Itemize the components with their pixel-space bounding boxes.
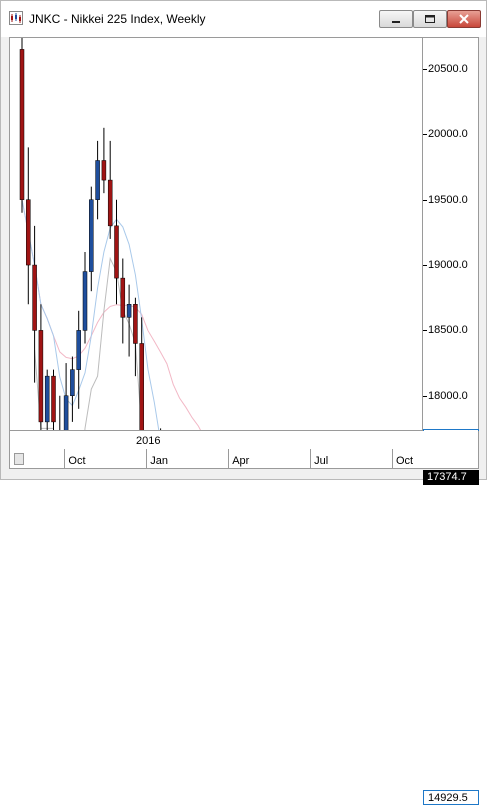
candle-body <box>101 160 107 181</box>
ma-slow-line <box>21 199 201 430</box>
restore-icon <box>425 15 435 23</box>
candle-body <box>82 271 88 331</box>
candle-body <box>70 369 75 396</box>
time-tick <box>392 449 393 469</box>
candle-body <box>107 179 113 227</box>
price-axis[interactable]: 20500.0 20000.0 19500.0 19000.0 18500.0 18000… <box>423 37 479 806</box>
candle-body <box>26 199 31 266</box>
close-icon <box>459 14 469 24</box>
year-label: 2016 <box>136 435 161 447</box>
candle-body <box>32 264 37 331</box>
time-tick <box>310 449 312 469</box>
candle-body <box>76 330 81 370</box>
minimize-icon <box>392 21 400 23</box>
time-label: Oct <box>396 455 414 467</box>
title-bar[interactable]: JNKC - Nikkei 225 Index, Weekly <box>1 1 486 37</box>
window-title: JNKC - Nikkei 225 Index, Weekly <box>29 12 206 26</box>
price-chart[interactable] <box>9 37 423 431</box>
time-axis[interactable]: Oct Jan Apr Jul Oct <box>9 431 479 469</box>
candle-body <box>38 330 44 423</box>
ma-fast-line <box>21 199 160 430</box>
scroll-grip-icon[interactable] <box>14 453 24 465</box>
close-button[interactable] <box>447 10 481 28</box>
current-price-label: 17374.7 <box>423 470 479 486</box>
chart-app-icon <box>9 11 23 25</box>
price-tick <box>423 395 427 397</box>
price-label: 18000.0 <box>428 389 468 402</box>
candle-body <box>95 160 100 200</box>
candle-body <box>139 343 144 430</box>
price-tick <box>423 199 427 201</box>
candle-body <box>120 277 126 318</box>
price-tick <box>423 134 427 136</box>
price-tick <box>423 265 427 267</box>
candle-body <box>126 304 132 318</box>
price-tick <box>423 330 427 332</box>
envelope-line <box>34 256 143 430</box>
candlestick-plot[interactable] <box>10 38 422 430</box>
time-tick <box>146 449 148 469</box>
candle-body <box>19 49 25 200</box>
candle-body <box>133 304 138 344</box>
minimize-button[interactable] <box>379 10 413 28</box>
price-label: 20500.0 <box>428 63 468 75</box>
price-label: 20000.0 <box>428 128 468 141</box>
price-label: 19000.0 <box>428 259 468 272</box>
time-label: Apr <box>232 455 250 467</box>
candle-body <box>51 375 56 423</box>
time-label: Jul <box>314 455 329 467</box>
candle-body <box>63 395 69 430</box>
candle-body <box>114 225 119 279</box>
time-label: Oct <box>68 455 86 467</box>
candle-body <box>89 199 94 272</box>
price-label: 18500.0 <box>428 324 468 337</box>
line-price-label: 14929.5 <box>423 790 479 806</box>
time-tick <box>64 449 66 469</box>
restore-button[interactable] <box>413 10 447 28</box>
price-label: 19500.0 <box>428 193 468 206</box>
price-tick <box>423 69 427 70</box>
time-tick <box>228 449 230 469</box>
time-label: Jan <box>150 455 169 467</box>
candle-body <box>44 375 50 423</box>
